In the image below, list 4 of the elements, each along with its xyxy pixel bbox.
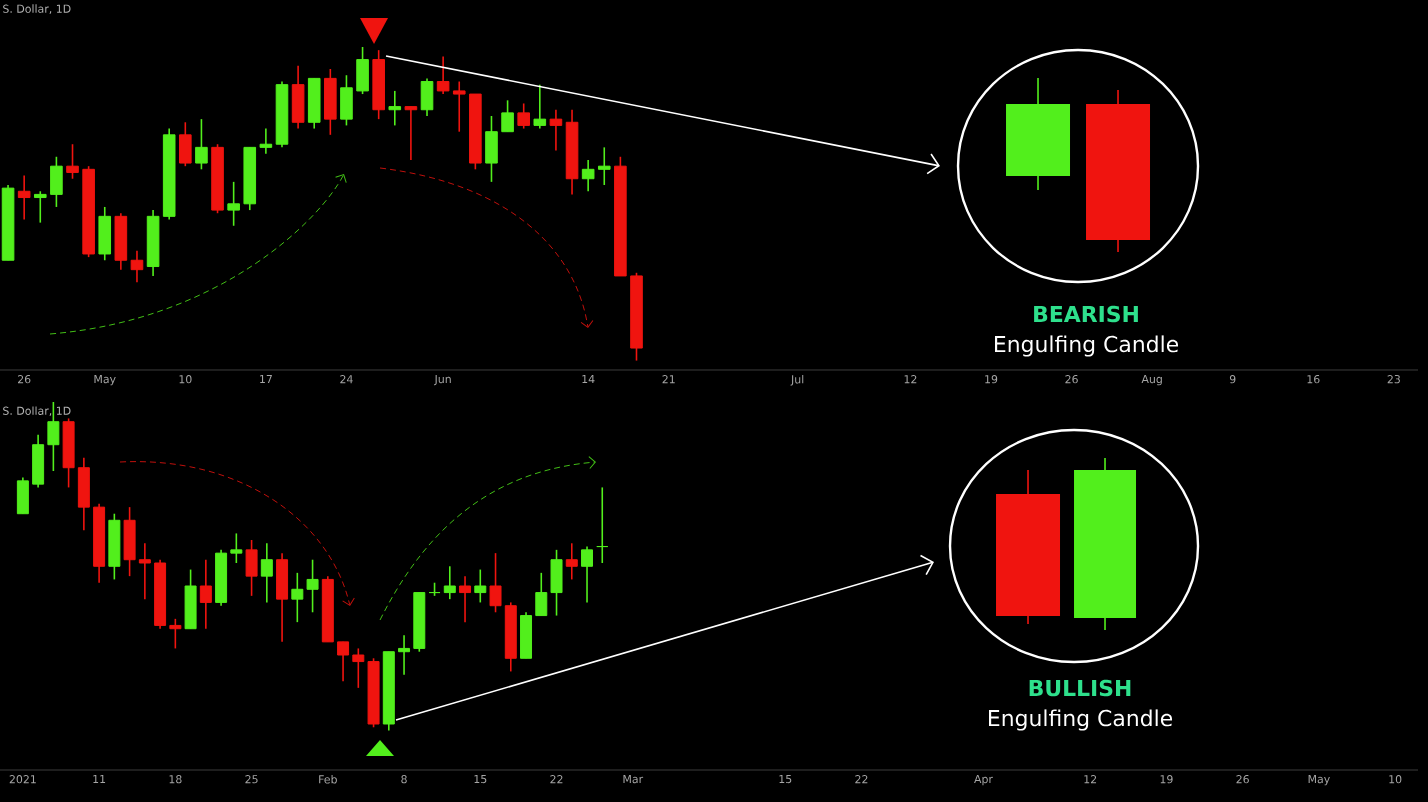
annotation: BEARISH (1034, 305, 1138, 323)
annotation: BULLISH (1029, 679, 1131, 697)
annotation: Engulfing Candle (995, 335, 1179, 357)
annotation: Engulfing Candle (989, 709, 1173, 731)
